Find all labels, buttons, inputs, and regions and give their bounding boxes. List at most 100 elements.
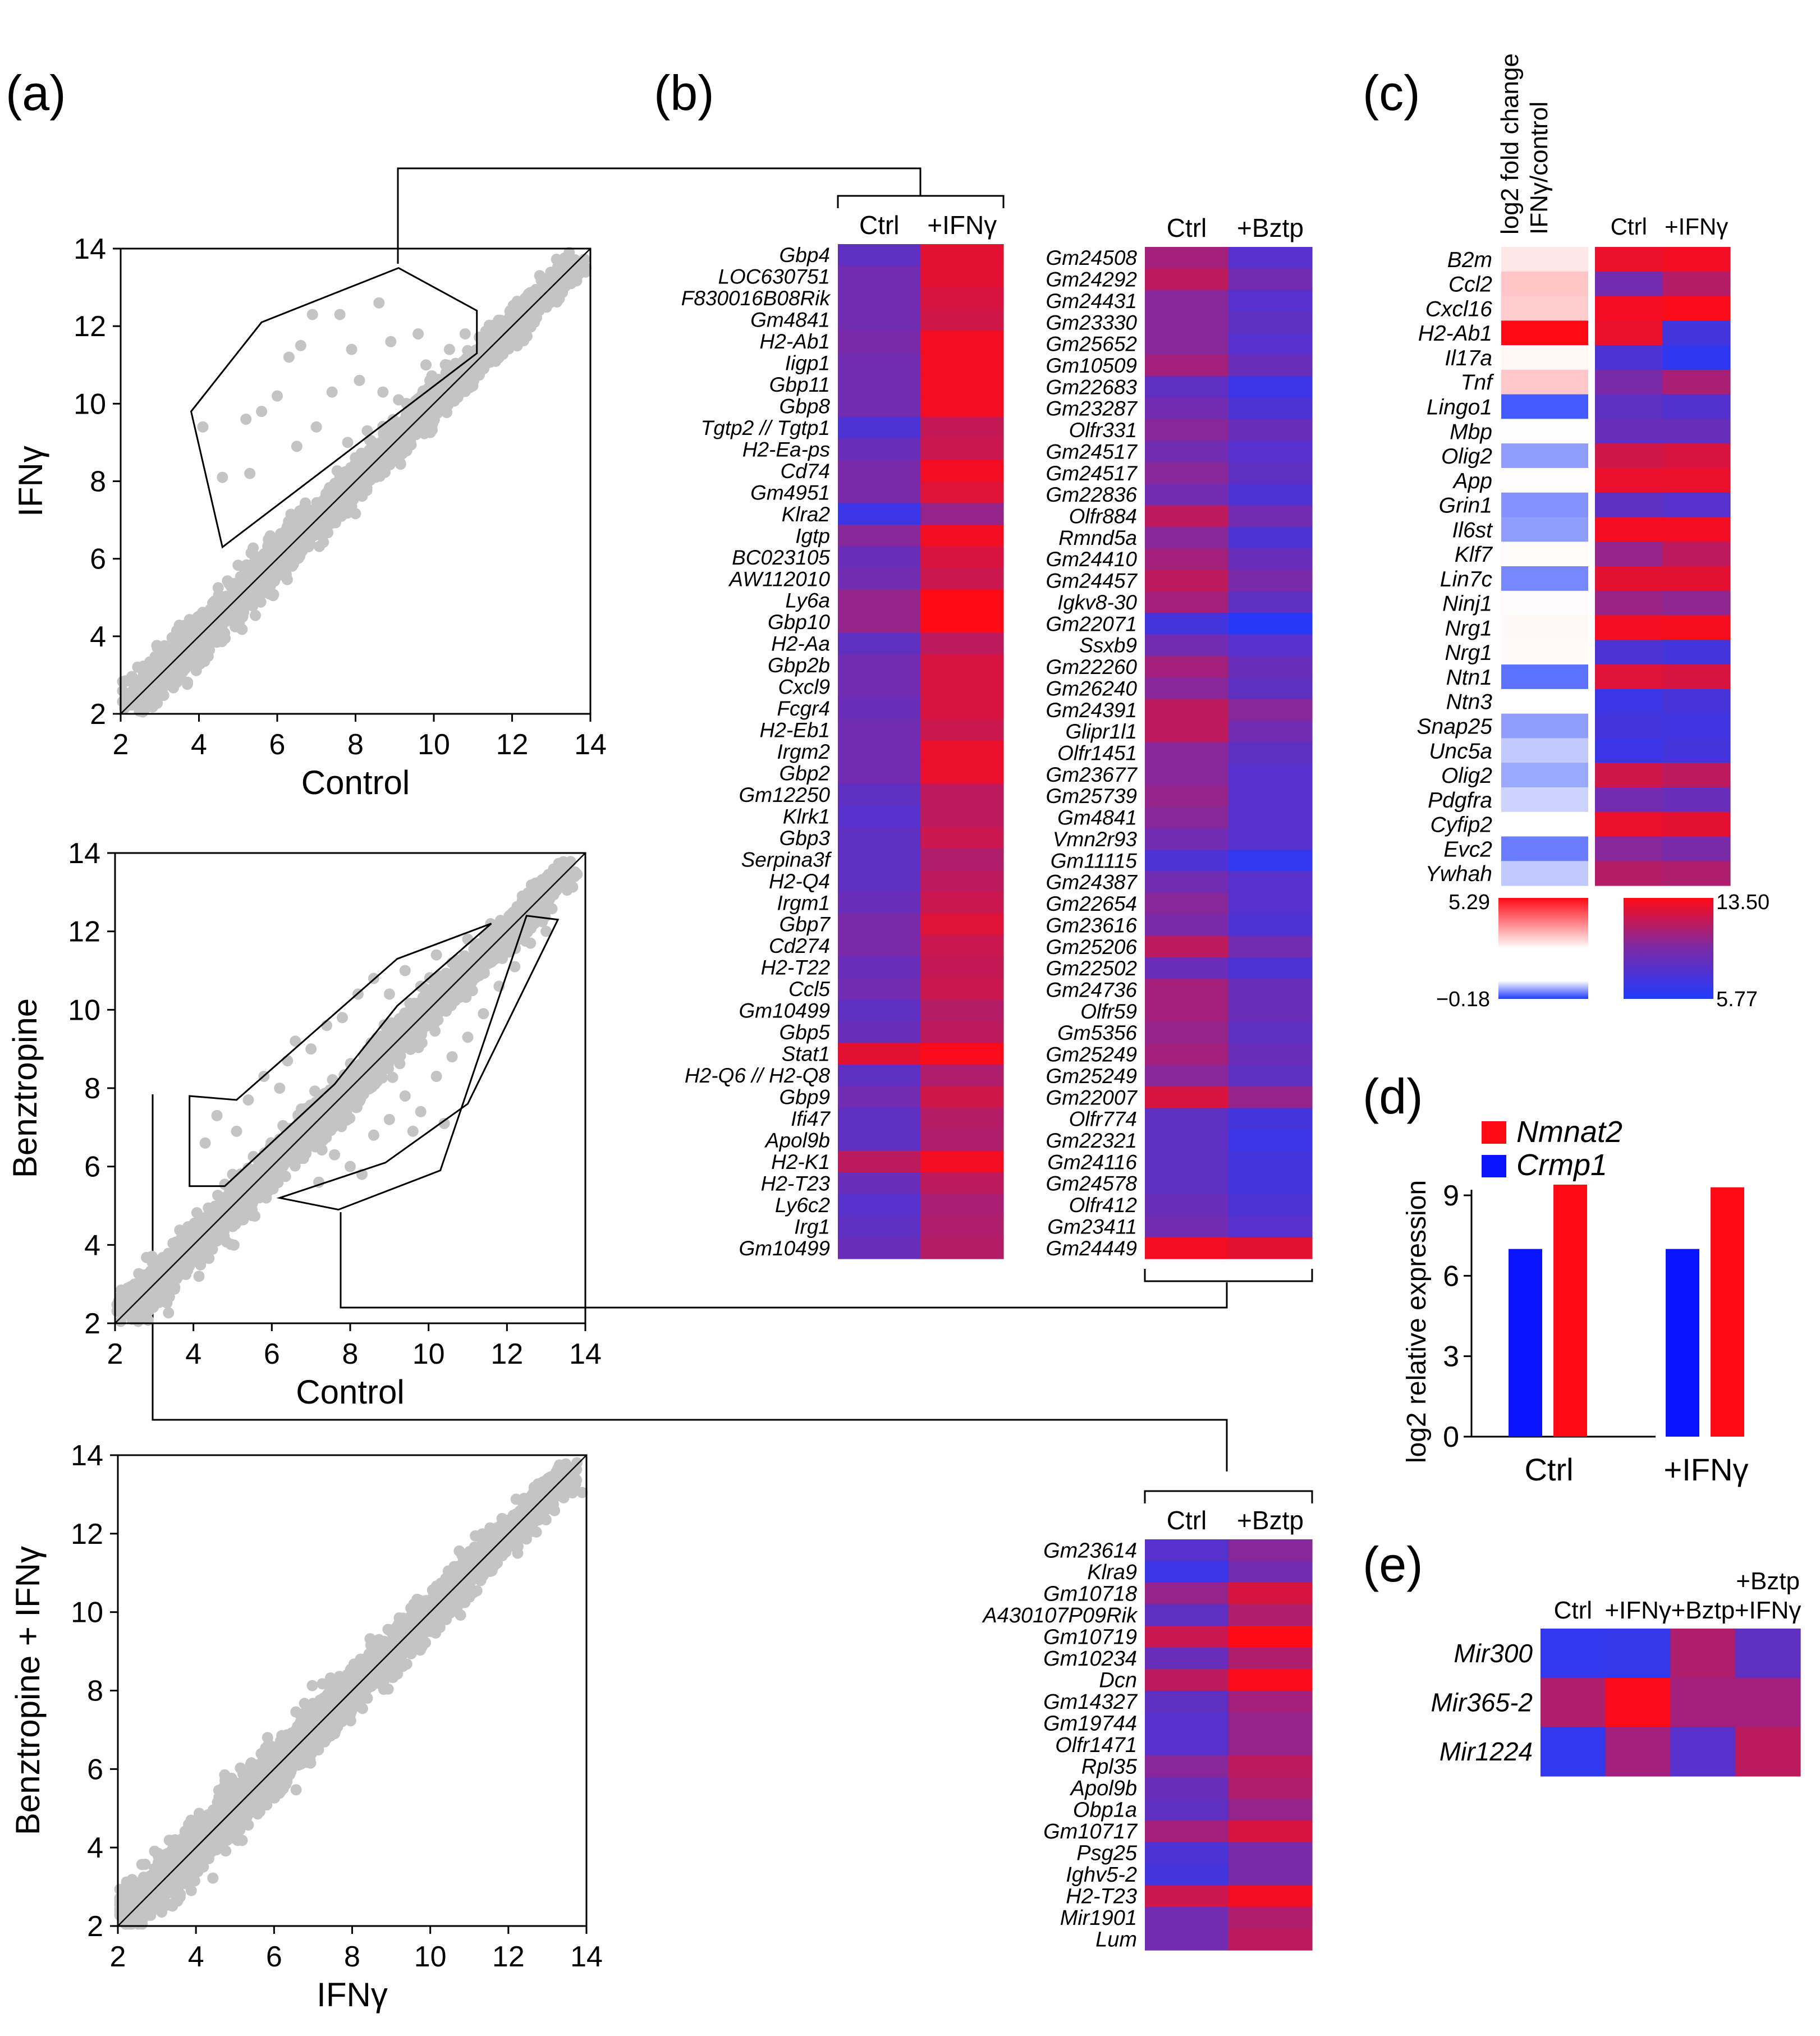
scatter-point (147, 685, 159, 696)
scatter-point (263, 560, 274, 571)
scatter-point (168, 682, 179, 694)
scatter-outlier (306, 309, 318, 320)
panel-label-c: (c) (1363, 65, 1420, 121)
scatter-outlier (272, 390, 283, 402)
scatter-outlier (420, 359, 432, 371)
scatter-outlier (377, 386, 389, 398)
scatter-point (386, 455, 397, 466)
scatter-point (355, 450, 366, 461)
scatter-point (559, 259, 571, 270)
connector-a2-b2 (340, 1212, 1228, 1309)
scatter-point (163, 1307, 175, 1319)
scatter-point (198, 647, 209, 659)
scatter-point (318, 536, 329, 548)
scatter-outlier (291, 441, 302, 452)
scatter-outlier (295, 340, 306, 351)
y-tick-label: 14 (74, 233, 106, 265)
panel-label-b: (b) (654, 65, 714, 121)
scatter-point (355, 485, 366, 497)
x-tick-label: 8 (347, 728, 364, 761)
scatter-point (117, 685, 129, 697)
scatter-point (269, 570, 281, 581)
scatter-outlier (217, 471, 228, 483)
scatter-point (416, 404, 428, 416)
scatter-outlier (443, 343, 455, 355)
scatter-points (117, 246, 592, 718)
scatter-outlier (197, 421, 209, 433)
scatter-point (527, 301, 539, 313)
scatter-point (372, 466, 383, 478)
panel-label-a: (a) (6, 65, 66, 121)
scatter-point (193, 1271, 205, 1282)
scatter-point (245, 547, 257, 559)
scatter-outlier (393, 394, 405, 406)
scatter-point (127, 689, 139, 701)
x-axis-label: Control (301, 764, 410, 801)
scatter-point (250, 609, 261, 621)
y-tick-label: 8 (90, 466, 106, 498)
scatter-point (167, 644, 178, 656)
diagonal-line (120, 248, 591, 714)
scatter-point (310, 503, 322, 515)
scatter-point (344, 1112, 356, 1124)
panel-label-e: (e) (1363, 1537, 1423, 1592)
scatter-point (308, 526, 320, 538)
scatter-outlier (459, 328, 471, 340)
x-tick-label: 12 (496, 728, 529, 761)
y-tick-label: 4 (90, 621, 106, 653)
scatter-outlier (373, 297, 385, 309)
scatter-point (468, 370, 480, 382)
scatter-point (496, 340, 508, 351)
scatter-point (300, 535, 311, 547)
y-axis-label: IFNγ (12, 446, 49, 517)
scatter-outlier (342, 437, 354, 448)
scatter-point (137, 706, 149, 718)
scatter-point (550, 287, 562, 299)
scatter-point (250, 565, 262, 576)
scatter-point (196, 630, 208, 641)
y-tick-label: 12 (74, 310, 106, 343)
scatter-point (419, 428, 430, 439)
scatter-point (296, 522, 308, 533)
scatter-point (322, 497, 333, 509)
scatter-point (190, 615, 202, 626)
y-tick-label: 6 (90, 543, 106, 576)
scatter-point (253, 584, 265, 595)
scatter-point (268, 589, 279, 600)
scatter-point (185, 659, 196, 671)
scatter-point (457, 380, 469, 392)
scatter-point (155, 662, 167, 673)
x-tick-label: 10 (418, 728, 450, 761)
scatter-point (141, 696, 153, 707)
scatter-outlier (334, 309, 346, 320)
scatter-point (300, 497, 311, 509)
scatter-point (416, 1037, 428, 1049)
panel-label-d: (d) (1363, 1069, 1423, 1124)
scatter-outlier (385, 336, 397, 347)
scatter-outlier (283, 351, 295, 363)
x-tick-label: 2 (113, 728, 129, 761)
scatter-outlier (354, 374, 365, 386)
scatter-point (120, 675, 131, 687)
scatter-point (225, 1239, 237, 1250)
x-tick-label: 4 (191, 728, 207, 761)
scatter-point (439, 359, 451, 370)
connector-a1-b1 (397, 167, 922, 264)
scatter-point (275, 528, 287, 539)
scatter-outlier (310, 421, 322, 433)
x-tick-label: 6 (269, 728, 286, 761)
scatter-point (232, 560, 244, 571)
y-tick-label: 2 (90, 698, 106, 731)
scatter-outlier (412, 328, 424, 340)
scatter-point (485, 336, 497, 347)
scatter-outlier (424, 374, 436, 386)
scatter-point (240, 597, 252, 609)
scatter-point (232, 580, 244, 592)
scatter-point (187, 635, 199, 647)
scatter-outlier (326, 386, 338, 398)
y-tick-label: 10 (74, 388, 106, 420)
scatter-point (575, 261, 586, 273)
